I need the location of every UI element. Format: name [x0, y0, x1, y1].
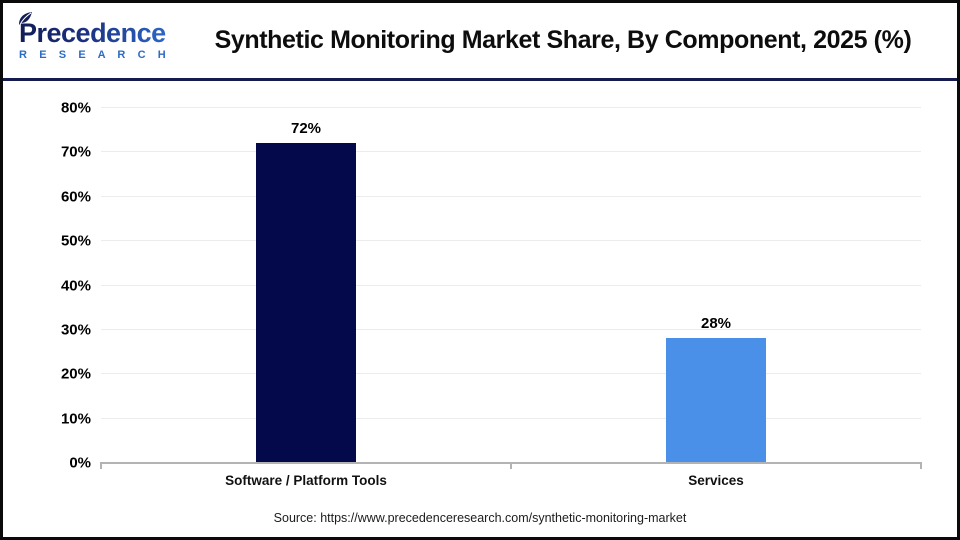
value-label-services: 28% — [700, 314, 732, 332]
y-axis-tick-20: 20% — [60, 365, 91, 383]
source-citation: Source: https://www.precedenceresearch.c… — [273, 511, 687, 525]
gridline-10 — [101, 417, 921, 419]
brand-name-text: Precedence — [19, 18, 166, 48]
y-axis-tick-10: 10% — [60, 410, 91, 428]
brand-logo: Precedence R E S E A R C H — [19, 12, 179, 61]
brand-subtitle: R E S E A R C H — [19, 49, 171, 61]
y-axis-tick-0: 0% — [69, 454, 91, 472]
gridline-40 — [101, 284, 921, 286]
y-axis-tick-50: 50% — [60, 232, 91, 250]
brand-name: Precedence — [19, 12, 179, 48]
gridline-70 — [101, 151, 921, 153]
chart-title: Synthetic Monitoring Market Share, By Co… — [214, 26, 912, 54]
header: Precedence R E S E A R C H Synthetic Mon… — [3, 3, 957, 78]
y-axis-tick-60: 60% — [60, 188, 91, 206]
gridline-60 — [101, 195, 921, 197]
gridline-50 — [101, 240, 921, 242]
x-axis-tick — [920, 462, 922, 469]
value-label-software-platform-tools: 72% — [290, 119, 322, 137]
plot-area: Source: https://www.precedenceresearch.c… — [3, 81, 957, 537]
leaf-icon — [19, 12, 32, 25]
x-axis-tick — [100, 462, 102, 469]
gridline-20 — [101, 373, 921, 375]
y-axis-tick-80: 80% — [60, 99, 91, 117]
y-axis-tick-70: 70% — [60, 143, 91, 161]
y-axis-tick-30: 30% — [60, 321, 91, 339]
gridline-30 — [101, 328, 921, 330]
header-separator — [3, 78, 957, 81]
gridline-80 — [101, 107, 921, 108]
category-label-services: Services — [688, 473, 744, 488]
bar-software-platform-tools — [256, 142, 356, 462]
y-axis-tick-40: 40% — [60, 277, 91, 294]
bar-services — [666, 337, 766, 462]
category-label-software-platform-tools: Software / Platform Tools — [225, 473, 387, 488]
x-axis-tick — [510, 462, 512, 469]
